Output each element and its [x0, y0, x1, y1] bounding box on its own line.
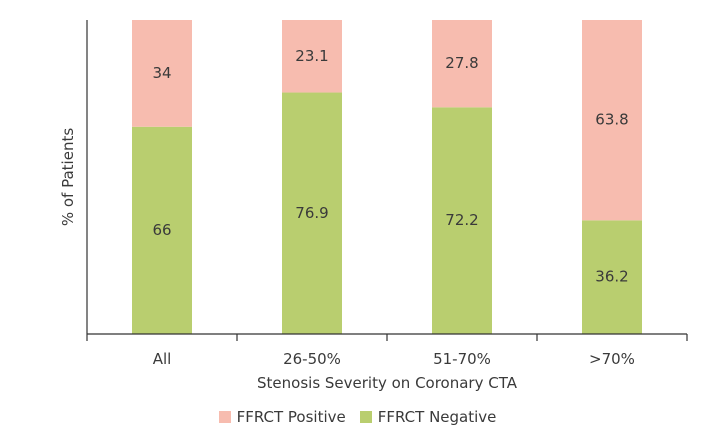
x-axis-title: Stenosis Severity on Coronary CTA — [257, 374, 518, 392]
bar-value-negative-2: 72.2 — [445, 211, 478, 229]
legend-swatch-negative — [359, 411, 372, 423]
bar-segment-positive-3 — [582, 20, 642, 221]
bar-segment-positive-1 — [282, 20, 342, 93]
bar-value-negative-3: 36.2 — [595, 268, 628, 286]
legend-label-negative: FFRCT Negative — [377, 408, 497, 426]
bar-value-positive-1: 23.1 — [295, 47, 328, 65]
bar-segment-negative-0 — [132, 126, 192, 334]
bar-value-negative-1: 76.9 — [295, 204, 328, 222]
legend-swatch-positive — [218, 411, 231, 423]
x-tick-label-3: >70% — [589, 350, 635, 368]
stacked-bar-chart: 66 34 76.9 23.1 72.2 27.8 36.2 63.8 All 26-50% 51… — [59, 20, 688, 392]
bar-value-positive-3: 63.8 — [595, 111, 628, 129]
x-axis-ticks: All 26-50% 51-70% >70% — [86, 334, 688, 368]
bar-value-positive-0: 34 — [152, 64, 171, 82]
bars-group — [132, 20, 642, 335]
y-axis-title: % of Patients — [59, 128, 77, 226]
legend-label-positive: FFRCT Positive — [236, 408, 346, 426]
bar-segment-negative-2 — [432, 107, 492, 335]
x-tick-label-0: All — [153, 350, 172, 368]
legend: FFRCT Positive FFRCT Negative — [0, 408, 715, 426]
legend-item-positive: FFRCT Positive — [218, 408, 346, 426]
legend-item-negative: FFRCT Negative — [359, 408, 497, 426]
bar-value-negative-0: 66 — [152, 221, 171, 239]
bar-segment-positive-0 — [132, 20, 192, 127]
x-tick-label-1: 26-50% — [283, 350, 341, 368]
bar-segment-negative-3 — [582, 220, 642, 334]
bar-value-labels: 66 34 76.9 23.1 72.2 27.8 36.2 63.8 — [152, 47, 628, 286]
bar-segment-negative-1 — [282, 92, 342, 334]
bar-value-positive-2: 27.8 — [445, 54, 478, 72]
bar-segment-positive-2 — [432, 20, 492, 108]
x-tick-label-2: 51-70% — [433, 350, 491, 368]
